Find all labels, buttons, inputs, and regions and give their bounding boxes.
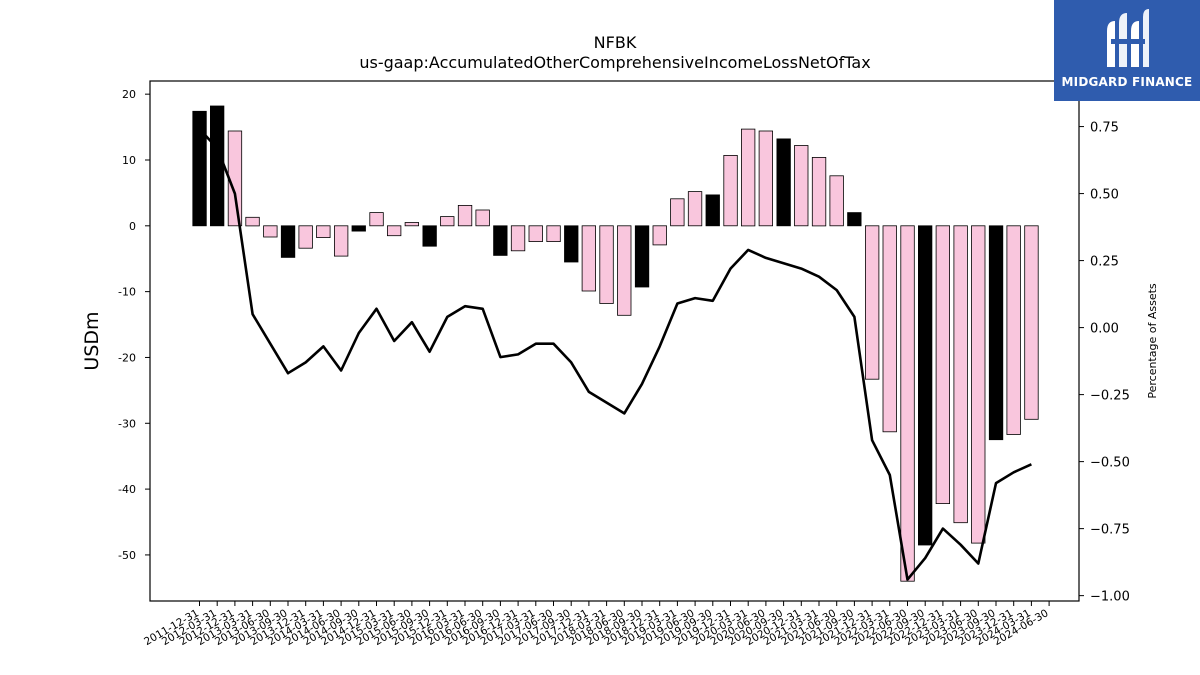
bar bbox=[652, 225, 667, 246]
bar bbox=[386, 225, 402, 237]
chart-title: NFBK bbox=[594, 33, 637, 52]
bar bbox=[510, 225, 526, 252]
bar bbox=[422, 225, 437, 247]
bar bbox=[546, 225, 561, 243]
axis-ticks: 20 10 0 -10 -20 -30 -40 -50 0.75 0.50 0.25 0.00 −0.2… bbox=[118, 88, 1130, 648]
y2-tick-label: 0.75 bbox=[1090, 121, 1119, 136]
logo-mark-icon bbox=[1107, 9, 1149, 67]
y2-axis-label: Percentage of Assets bbox=[1146, 283, 1159, 399]
bar bbox=[493, 225, 508, 256]
y-tick-label: -40 bbox=[118, 483, 136, 496]
midgard-finance-logo: MIDGARD FINANCE bbox=[1054, 0, 1200, 101]
y2-tick-label: 0.25 bbox=[1090, 255, 1119, 270]
bar bbox=[918, 225, 933, 546]
bar bbox=[847, 212, 862, 227]
bar bbox=[1006, 225, 1021, 435]
bar bbox=[811, 156, 827, 227]
bar bbox=[617, 225, 632, 316]
y-tick-label: -30 bbox=[118, 417, 136, 430]
bar bbox=[741, 128, 756, 227]
bar bbox=[705, 194, 720, 227]
bar bbox=[369, 212, 384, 227]
y-tick-label: 20 bbox=[122, 88, 136, 101]
bar bbox=[882, 225, 897, 433]
bar bbox=[564, 225, 579, 263]
bar bbox=[209, 105, 225, 227]
y-tick-label: 10 bbox=[122, 154, 136, 167]
bar bbox=[988, 225, 1004, 441]
bar bbox=[634, 225, 650, 288]
bar bbox=[298, 225, 313, 249]
y2-tick-label: −0.75 bbox=[1090, 523, 1130, 538]
bar bbox=[971, 225, 986, 544]
bar bbox=[192, 110, 207, 227]
bar bbox=[404, 222, 420, 227]
bar bbox=[333, 225, 349, 257]
bar bbox=[440, 216, 455, 227]
bar bbox=[794, 145, 809, 227]
chart-subtitle: us-gaap:AccumulatedOtherComprehensiveInc… bbox=[359, 53, 870, 72]
y2-tick-label: 0.50 bbox=[1090, 188, 1119, 203]
y2-tick-label: −1.00 bbox=[1090, 590, 1130, 605]
y2-tick-label: 0.00 bbox=[1090, 322, 1119, 337]
bar bbox=[1024, 225, 1039, 420]
bar bbox=[829, 175, 844, 227]
y-tick-label: 0 bbox=[129, 220, 136, 233]
bar bbox=[457, 204, 473, 227]
logo-text: MIDGARD FINANCE bbox=[1061, 75, 1193, 89]
y2-tick-label: −0.50 bbox=[1090, 456, 1130, 471]
bar bbox=[528, 225, 543, 243]
bar bbox=[351, 225, 366, 232]
bar bbox=[687, 191, 703, 227]
line-series bbox=[198, 128, 1032, 581]
y2-tick-label: −0.25 bbox=[1090, 389, 1130, 404]
bar bbox=[280, 225, 296, 258]
bar bbox=[723, 154, 738, 227]
bar bbox=[900, 225, 915, 582]
y-tick-label: -20 bbox=[118, 351, 136, 364]
y-tick-label: -10 bbox=[118, 286, 136, 299]
bar bbox=[263, 225, 278, 238]
bar bbox=[475, 209, 490, 227]
bar bbox=[935, 225, 950, 504]
bar bbox=[758, 130, 773, 227]
y-tick-label: -50 bbox=[118, 549, 136, 562]
bar bbox=[245, 216, 260, 227]
percentage-line bbox=[198, 128, 1032, 581]
bar bbox=[776, 138, 791, 227]
bar bbox=[670, 198, 685, 227]
bar bbox=[316, 225, 331, 239]
bar bbox=[865, 225, 880, 380]
bar bbox=[581, 225, 596, 292]
bar bbox=[599, 225, 614, 304]
y-axis-label: USDm bbox=[81, 311, 103, 370]
bars bbox=[192, 105, 1039, 582]
bar bbox=[953, 225, 968, 524]
plot-frame bbox=[149, 80, 1080, 602]
